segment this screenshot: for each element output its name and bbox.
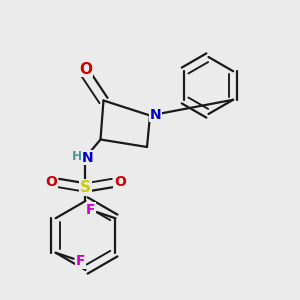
Text: N: N: [82, 151, 94, 164]
Text: N: N: [150, 108, 161, 122]
Text: F: F: [76, 254, 85, 268]
Text: O: O: [114, 175, 126, 189]
Text: O: O: [79, 61, 92, 76]
Text: O: O: [45, 175, 57, 189]
Text: H: H: [72, 149, 82, 163]
Text: S: S: [80, 180, 91, 195]
Text: F: F: [86, 203, 95, 217]
